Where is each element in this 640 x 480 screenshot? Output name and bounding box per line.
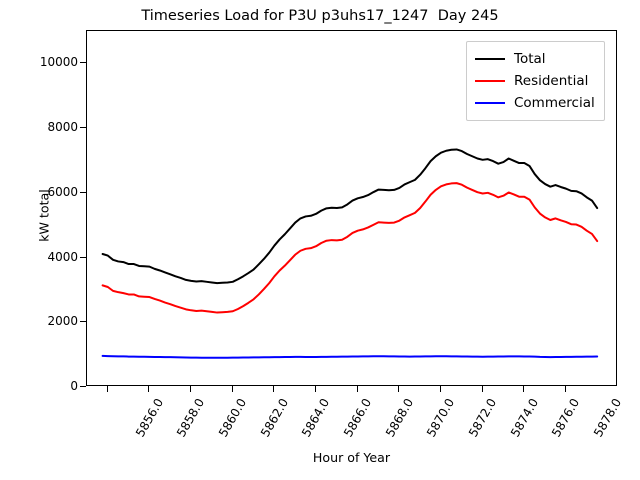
x-axis-tick-mark	[231, 386, 233, 392]
legend-label: Total	[514, 51, 546, 67]
x-axis-tick-mark	[523, 386, 525, 392]
x-axis-tick-mark	[315, 386, 317, 392]
x-axis-tick-label: 5858.0	[174, 396, 208, 440]
y-axis-tick-mark	[80, 191, 86, 193]
y-axis-tick-mark	[80, 321, 86, 323]
y-axis-tick-mark	[80, 62, 86, 64]
x-axis-label: Hour of Year	[312, 450, 391, 465]
chart-title: Timeseries Load for P3U p3uhs17_1247 Day…	[141, 8, 499, 24]
legend-item: Residential	[475, 70, 595, 92]
x-axis-tick-label: 5866.0	[341, 396, 375, 440]
x-axis-tick-label: 5860.0	[216, 396, 250, 440]
y-axis-tick-label: 0	[70, 379, 78, 393]
x-axis-tick-mark	[148, 386, 150, 392]
x-axis-tick-label: 5874.0	[507, 396, 541, 440]
y-axis-tick-label: 6000	[47, 184, 78, 199]
x-axis-tick-label: 5862.0	[257, 396, 291, 440]
y-axis-tick-labels: 0 2000 4000 6000 8000 10000	[0, 0, 78, 480]
chart-legend: Total Residential Commercial	[466, 41, 605, 121]
x-axis-tick-mark	[106, 386, 108, 392]
x-axis-tick-label: 5864.0	[299, 396, 333, 440]
legend-swatch-icon	[475, 80, 505, 82]
y-axis-tick-mark	[80, 256, 86, 258]
x-axis-tick-label: 5870.0	[424, 396, 458, 440]
y-axis-tick-label: 10000	[39, 55, 78, 70]
legend-swatch-icon	[475, 102, 505, 104]
legend-item: Total	[475, 48, 595, 70]
y-axis-tick-label: 4000	[47, 249, 78, 264]
y-axis-tick-mark	[80, 386, 86, 387]
x-axis-tick-mark	[564, 386, 566, 392]
series-line-residential	[101, 182, 599, 314]
x-axis-tick-mark	[356, 386, 358, 392]
x-axis-tick-label: 5876.0	[549, 396, 583, 440]
legend-label: Commercial	[514, 95, 595, 111]
x-axis-tick-mark	[273, 386, 275, 392]
y-axis-label: kW total	[36, 189, 52, 242]
series-line-total	[101, 148, 599, 285]
x-axis-tick-label: 5878.0	[590, 396, 625, 440]
x-axis-tick-mark	[398, 386, 400, 392]
y-axis-tick-label: 8000	[47, 120, 78, 135]
plot-lines	[101, 148, 599, 359]
x-axis-tick-label: 5856.0	[132, 396, 166, 440]
legend-item: Commercial	[475, 92, 595, 114]
x-axis-tick-mark	[440, 386, 441, 392]
x-axis-tick-label: 5868.0	[382, 396, 416, 440]
legend-swatch-icon	[475, 58, 505, 60]
series-line-commercial	[101, 354, 599, 359]
y-axis-tick-label: 2000	[47, 314, 78, 329]
x-axis-tick-mark	[190, 386, 192, 392]
x-axis-tick-label: 5872.0	[466, 396, 500, 440]
x-axis-tick-mark	[481, 386, 483, 392]
y-axis-tick-mark	[80, 127, 86, 129]
legend-label: Residential	[514, 73, 589, 89]
